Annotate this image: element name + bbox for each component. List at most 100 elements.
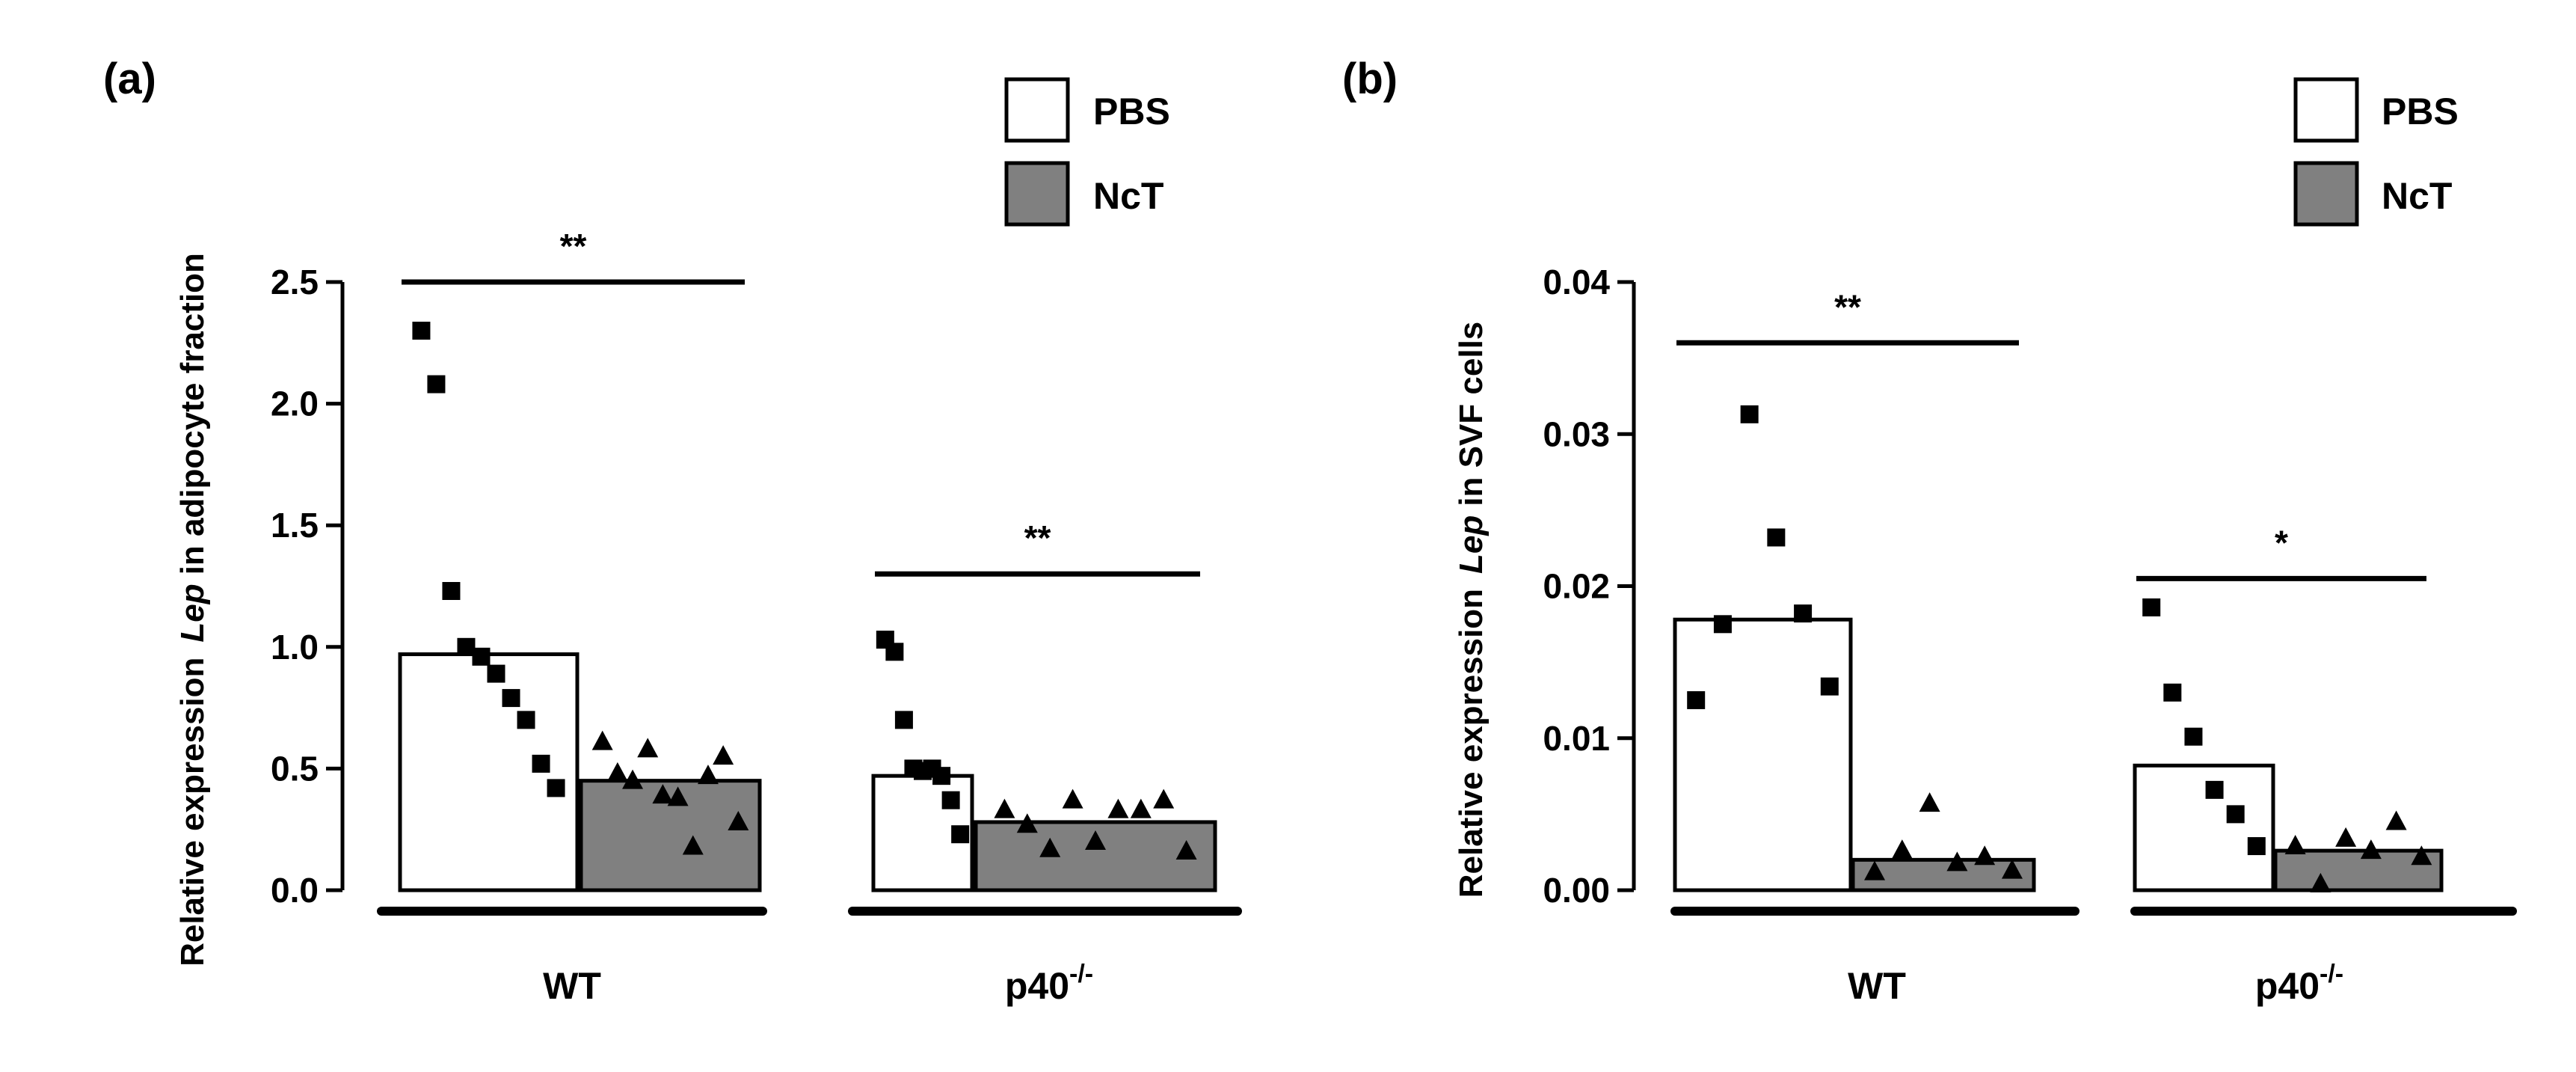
data-point-square <box>472 647 491 666</box>
y-tick-label: 2.5 <box>271 263 319 301</box>
data-point-triangle <box>1107 798 1129 818</box>
chart-panel-a: (a) Relative expression Lep in adipocyte f… <box>103 55 1242 1007</box>
panel-label: (a) <box>103 55 156 103</box>
data-point-square <box>2205 780 2224 799</box>
data-point-triangle <box>2310 872 2331 892</box>
data-point-square <box>427 375 446 393</box>
data-point-triangle <box>622 769 644 789</box>
data-point-square <box>532 754 550 773</box>
y-tick-label: 2.0 <box>271 385 319 423</box>
legend-swatch-nct <box>1004 161 1070 227</box>
significance-label: ** <box>1834 287 1861 326</box>
data-point-triangle <box>1016 813 1038 833</box>
significance-label: ** <box>560 227 587 266</box>
data-point-triangle <box>667 786 689 806</box>
data-point-triangle <box>1039 837 1061 857</box>
y-tick-label: 0.5 <box>271 749 319 788</box>
data-point-triangle <box>994 798 1015 818</box>
data-point-triangle <box>2001 859 2023 879</box>
group-label-p40: p40-/- <box>2255 960 2343 1007</box>
data-point-triangle <box>682 835 704 855</box>
data-point-square <box>502 689 520 708</box>
data-point-square <box>1794 604 1813 623</box>
data-point-square <box>941 791 960 809</box>
data-point-square <box>894 711 913 729</box>
legend-label-nct: NcT <box>2382 175 2452 217</box>
data-point-triangle <box>1085 830 1106 850</box>
data-point-triangle <box>1974 845 1996 866</box>
data-point-triangle <box>1946 851 1968 872</box>
legend-swatch-pbs <box>1004 77 1070 143</box>
data-point-square <box>547 779 565 797</box>
y-tick-label: 0.02 <box>1543 567 1610 606</box>
data-point-triangle <box>591 730 613 750</box>
y-tick-label: 0.00 <box>1543 871 1610 910</box>
legend-swatch-pbs <box>2293 77 2359 143</box>
data-point-square <box>457 637 476 656</box>
data-point-triangle <box>2385 810 2407 830</box>
y-axis-label: Relative expression Lep in adipocyte fract… <box>174 253 211 967</box>
data-point-triangle <box>1175 839 1197 860</box>
bar-nct-p40 <box>2273 848 2444 892</box>
data-point-triangle <box>1919 792 1940 812</box>
data-point-triangle <box>2335 827 2357 847</box>
data-point-square <box>2226 805 2245 824</box>
bar-nct-p40 <box>974 820 1217 892</box>
data-point-triangle <box>713 745 734 765</box>
legend-swatch-nct <box>2293 161 2359 227</box>
data-point-triangle <box>728 810 749 830</box>
y-tick-label: 0.04 <box>1543 263 1610 301</box>
y-axis-label-post: in SVF cells <box>1453 322 1490 506</box>
y-tick-label: 1.5 <box>271 506 319 545</box>
data-point-square <box>951 825 970 844</box>
significance-label: ** <box>1024 518 1051 557</box>
y-tick-label: 1.0 <box>271 628 319 667</box>
group-label-p40: p40-/- <box>1005 960 1093 1007</box>
y-axis-label: Relative expression Lep in SVF cells <box>1453 322 1490 898</box>
data-point-square <box>1713 615 1732 634</box>
data-point-square <box>1740 405 1759 423</box>
data-point-square <box>885 643 904 661</box>
group-label-wt: WT <box>543 965 601 1007</box>
data-point-square <box>517 711 535 729</box>
y-tick-label: 0.01 <box>1543 719 1610 758</box>
legend-label-pbs: PBS <box>2382 91 2459 132</box>
data-point-triangle <box>2284 835 2306 855</box>
chart-panel-b: (b) Relative expression Lep in SVF cells W… <box>1342 55 2517 1007</box>
data-point-square <box>1820 677 1839 696</box>
data-point-square <box>932 767 951 785</box>
legend-label-nct: NcT <box>1093 175 1163 217</box>
data-point-square <box>2142 598 2161 616</box>
significance-label: * <box>2275 523 2288 562</box>
data-point-square <box>1687 690 1706 709</box>
panel-label: (b) <box>1342 55 1398 103</box>
y-axis-label-pre: Relative expression <box>1453 589 1490 898</box>
data-point-square <box>2163 683 2182 702</box>
data-point-square <box>487 664 505 683</box>
data-point-square <box>2247 837 2266 856</box>
data-point-square <box>412 322 431 340</box>
y-tick-label: 0.0 <box>271 871 319 910</box>
data-point-square <box>1767 528 1786 547</box>
data-point-triangle <box>637 738 659 758</box>
y-axis-label-gene: Lep <box>174 584 211 642</box>
bar-nct-wt <box>579 779 762 892</box>
data-point-triangle <box>1153 788 1175 809</box>
data-point-triangle <box>1864 860 1886 880</box>
bar-pbs-p40 <box>2133 763 2275 892</box>
y-axis-label-gene: Lep <box>1453 515 1490 574</box>
y-axis-label-post: in adipocyte fraction <box>174 253 211 575</box>
data-point-triangle <box>1062 788 1083 809</box>
group-label-wt: WT <box>1848 965 1906 1007</box>
legend-label-pbs: PBS <box>1093 91 1170 132</box>
y-tick-label: 0.03 <box>1543 414 1610 453</box>
data-point-triangle <box>652 784 674 804</box>
data-point-square <box>2184 727 2203 746</box>
y-axis-label-pre: Relative expression <box>174 658 211 967</box>
bar-pbs-wt <box>1673 617 1853 892</box>
data-point-triangle <box>1891 839 1913 860</box>
data-point-triangle <box>2411 845 2432 866</box>
data-point-triangle <box>697 765 719 785</box>
